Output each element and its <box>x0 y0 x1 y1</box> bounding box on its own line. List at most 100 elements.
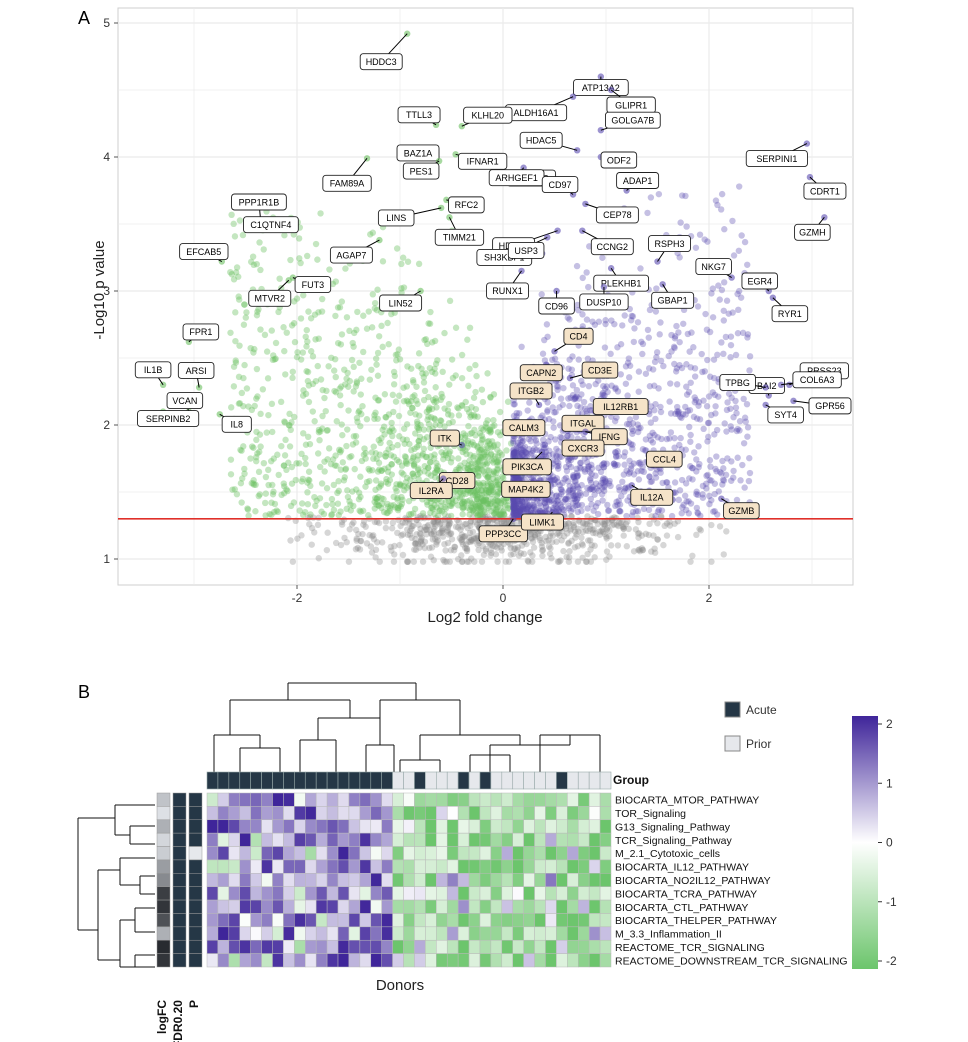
annotation-cell-p <box>188 886 203 901</box>
up-gene-point <box>585 463 592 470</box>
heatmap-cell <box>556 832 568 847</box>
ns-gene-point <box>348 521 356 528</box>
up-gene-point <box>569 353 576 360</box>
p-annotation-label: P <box>187 1000 201 1008</box>
down-gene-point <box>487 444 495 451</box>
heatmap-cell <box>425 939 437 954</box>
ns-gene-point <box>606 533 613 540</box>
down-gene-point <box>446 381 453 388</box>
ns-gene-point <box>341 534 348 542</box>
down-gene-point <box>456 494 464 502</box>
down-gene-point <box>496 449 503 456</box>
heatmap-cell <box>326 926 339 941</box>
down-gene-point <box>252 508 259 515</box>
down-gene-point <box>425 464 432 472</box>
down-gene-point <box>286 410 293 418</box>
heatmap-cell <box>468 939 481 954</box>
down-gene-point <box>414 418 421 425</box>
heatmap-cell <box>501 886 513 901</box>
down-gene-point <box>332 389 340 396</box>
ns-gene-point <box>408 522 416 530</box>
ns-gene-point <box>489 542 497 549</box>
ns-gene-point <box>596 528 603 535</box>
gene-label-text: RUNX1 <box>492 286 523 296</box>
heatmap-cell <box>468 846 481 861</box>
ns-gene-point <box>417 538 424 546</box>
heatmap-cell <box>534 846 546 861</box>
down-gene-point <box>343 442 350 450</box>
down-gene-point <box>494 497 501 505</box>
down-gene-point <box>455 412 463 419</box>
ns-gene-point <box>646 520 653 528</box>
down-gene-point <box>268 400 276 408</box>
ns-gene-point <box>531 531 539 539</box>
down-gene-point <box>342 465 350 472</box>
ns-gene-point <box>539 546 547 554</box>
ns-gene-point <box>579 519 587 527</box>
down-gene-point <box>335 478 342 485</box>
heatmap-cell <box>501 806 513 821</box>
heatmap-cell <box>446 806 459 821</box>
down-gene-point <box>281 347 288 355</box>
up-gene-point <box>730 252 738 259</box>
up-gene-point <box>703 326 711 333</box>
heatmap-cell <box>545 899 557 914</box>
heatmap-cell <box>217 886 230 901</box>
down-gene-point <box>255 468 263 476</box>
down-gene-point <box>238 447 245 454</box>
heatmap-cell <box>261 846 273 861</box>
ns-gene-point <box>315 555 322 562</box>
down-gene-point <box>409 393 416 401</box>
heatmap-cell <box>370 792 382 807</box>
up-gene-point <box>704 356 711 364</box>
down-gene-point <box>415 465 422 472</box>
group-cell-prior <box>523 771 535 790</box>
ns-gene-point <box>431 523 439 530</box>
up-gene-point <box>687 379 694 386</box>
heatmap-cell <box>217 939 230 954</box>
ns-gene-point <box>520 550 528 558</box>
annotation-cell-p <box>188 819 203 834</box>
gene-label-text: FUT3 <box>302 280 325 290</box>
annotation-cell-logfc <box>156 913 171 928</box>
down-gene-point <box>476 502 483 509</box>
down-gene-point <box>415 426 423 434</box>
heatmap-cell <box>392 873 404 887</box>
down-gene-point <box>436 507 443 515</box>
ns-gene-point <box>648 513 655 520</box>
ns-gene-point <box>426 527 434 534</box>
down-gene-point <box>282 371 289 378</box>
ns-gene-point <box>586 537 594 544</box>
heatmap-cell <box>217 832 230 847</box>
down-gene-point <box>255 492 262 500</box>
up-gene-point <box>732 351 740 359</box>
up-gene-point <box>601 385 609 392</box>
ns-gene-point <box>651 549 659 556</box>
heatmap-cell <box>283 953 295 968</box>
group-cell-prior <box>588 771 601 790</box>
down-gene-point <box>331 356 339 363</box>
heatmap-cell <box>457 806 470 821</box>
heatmap-cell <box>228 846 241 861</box>
gene-label-text: LIN52 <box>389 298 413 308</box>
up-gene-point <box>591 321 599 328</box>
heatmap-cell <box>392 913 404 928</box>
heatmap-cell <box>283 913 295 928</box>
up-gene-point <box>642 370 650 377</box>
down-gene-point <box>380 508 388 516</box>
down-gene-point <box>406 440 413 448</box>
heatmap-cell <box>305 819 317 834</box>
down-gene-point <box>304 500 312 508</box>
down-gene-point <box>411 392 418 399</box>
down-gene-point <box>455 455 462 462</box>
ns-gene-point <box>406 520 413 527</box>
up-gene-point <box>594 499 601 507</box>
heatmap-cell <box>468 859 481 874</box>
ns-gene-point <box>352 526 360 534</box>
down-gene-point <box>506 505 513 513</box>
heatmap-cell <box>599 819 612 834</box>
down-gene-point <box>480 479 487 487</box>
up-gene-point <box>614 388 622 395</box>
down-gene-point <box>484 473 491 481</box>
heatmap-cell <box>337 953 350 968</box>
